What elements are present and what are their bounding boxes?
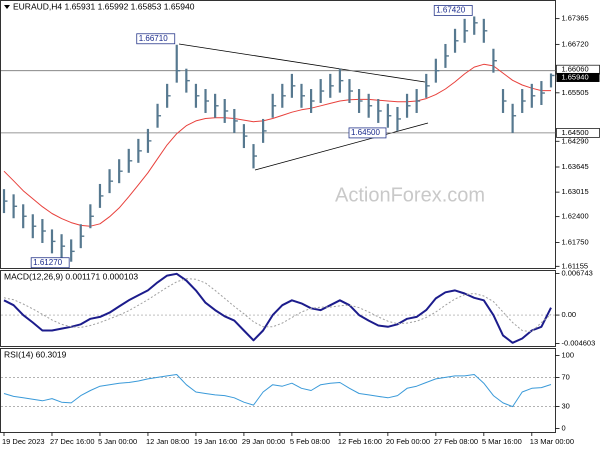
last-price-label: 1.65940 [562,72,589,81]
macd-panel [0,270,556,347]
level-axis-label: 1.66060 [562,65,589,74]
y-tick-label: 1.66720 [562,39,589,48]
x-tick-label: 5 Mar 16:00 [482,437,522,446]
trendline [254,122,429,171]
y-tick-label: 100 [562,350,575,359]
panel-title: MACD(12,26,9) 0.001171 0.000103 [4,271,138,281]
y-tick-label: 1.61155 [562,261,589,270]
y-tick-label: -0.004603 [562,338,596,347]
x-tick-label: 13 Mar 00:00 [530,437,574,446]
y-tick-label: 0.006743 [562,268,593,277]
main-panel [0,0,556,269]
x-tick-label: 27 Feb 08:00 [434,437,478,446]
x-tick-label: 5 Jan 00:00 [98,437,137,446]
x-tick-label: 12 Jan 08:00 [146,437,189,446]
level-axis-label: 1.64500 [562,128,589,137]
series-line [3,278,552,333]
y-tick-label: 1.64290 [562,136,589,145]
title-arrow [4,5,10,9]
watermark: ActionForex.com [335,184,485,206]
y-tick-label: 1.63645 [562,162,589,171]
x-tick-label: 19 Dec 2023 [2,437,45,446]
price-box-label: 1.66710 [139,34,168,43]
x-tick-label: 29 Jan 00:00 [242,437,285,446]
y-tick-label: 0.00 [562,310,577,319]
x-tick-label: 20 Feb 00:00 [386,437,430,446]
y-tick-label: 0 [562,423,566,432]
series-line [3,374,552,408]
x-tick-label: 5 Feb 08:00 [290,437,330,446]
chart-title: EURAUD,H4 1.65931 1.65992 1.65853 1.6594… [13,1,195,11]
y-tick-label: 1.61750 [562,238,589,247]
panel-title: RSI(14) 60.3019 [4,349,67,359]
price-box-label: 1.67420 [436,6,465,15]
last-price-box [556,72,600,82]
moving-average [3,63,551,227]
x-tick-label: 19 Jan 16:00 [194,437,237,446]
y-tick-label: 1.63015 [562,187,589,196]
series-line [3,272,552,344]
y-tick-label: 30 [562,402,570,411]
y-tick-label: 1.62400 [562,212,589,221]
level-box [348,127,387,139]
level-box-label: 1.64500 [351,128,380,137]
y-tick-label: 70 [562,372,570,381]
price-box [136,33,176,45]
x-tick-label: 12 Feb 16:00 [338,437,382,446]
price-box [433,5,473,16]
rsi-panel [0,348,556,433]
y-tick-label: 1.67365 [562,14,589,23]
y-tick-label: 1.65505 [562,88,589,97]
price-box [30,257,70,269]
x-tick-label: 27 Dec 16:00 [50,437,95,446]
trendline [178,43,426,83]
price-box-label: 1.61270 [33,258,62,267]
